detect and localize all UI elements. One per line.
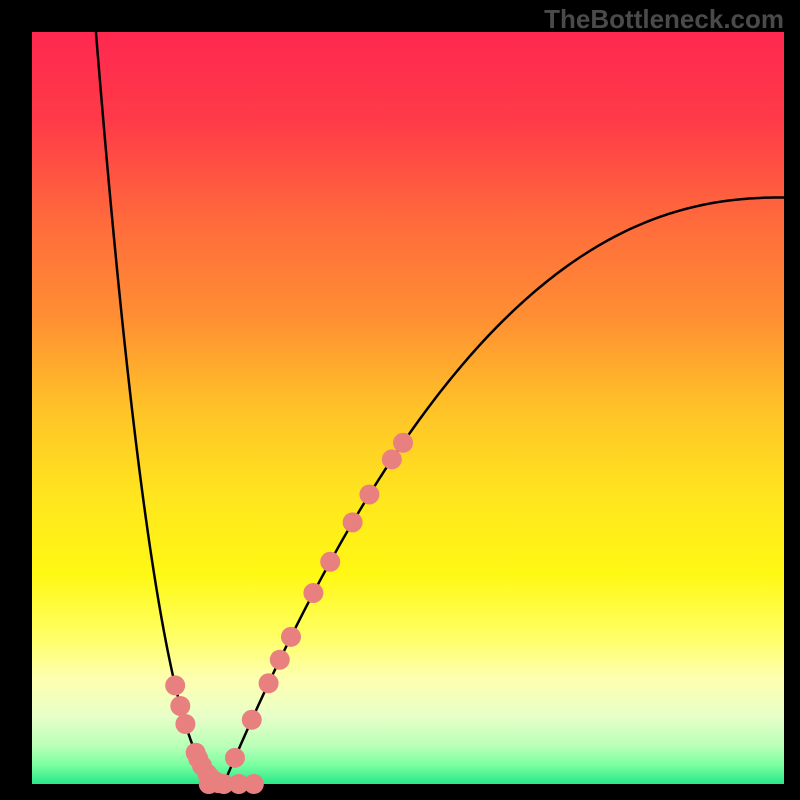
- curve-right-branch: [224, 197, 784, 784]
- data-marker: [259, 673, 279, 693]
- chart-container: TheBottleneck.com: [0, 0, 800, 800]
- curve-left-branch: [96, 32, 224, 784]
- data-marker: [382, 449, 402, 469]
- data-marker: [170, 696, 190, 716]
- curve-overlay: [0, 0, 800, 800]
- data-marker: [175, 714, 195, 734]
- data-marker: [242, 710, 262, 730]
- data-marker: [303, 583, 323, 603]
- data-marker: [244, 774, 264, 794]
- data-marker: [393, 433, 413, 453]
- data-marker: [281, 627, 301, 647]
- data-marker: [270, 650, 290, 670]
- data-marker: [343, 512, 363, 532]
- data-marker: [165, 675, 185, 695]
- data-marker: [225, 748, 245, 768]
- data-marker: [359, 484, 379, 504]
- data-marker: [320, 552, 340, 572]
